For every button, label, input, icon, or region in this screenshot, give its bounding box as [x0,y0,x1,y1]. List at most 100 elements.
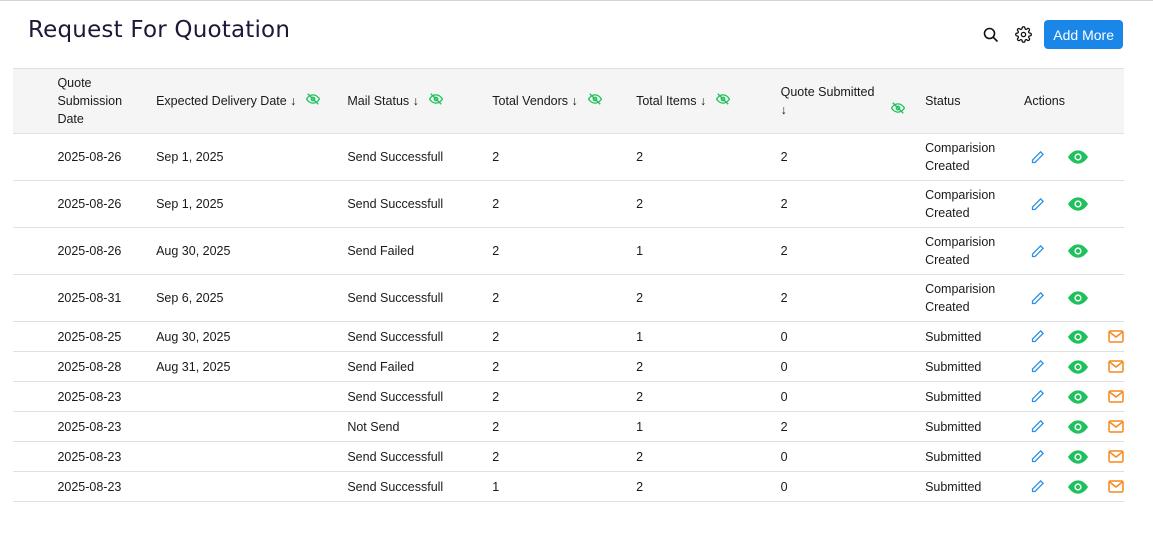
hide-column-icon[interactable] [716,92,731,110]
cell-delivery: Sep 1, 2025 [156,133,348,181]
cell-actions [1024,471,1124,502]
hide-column-icon[interactable] [890,101,905,119]
hide-column-icon[interactable] [306,92,321,110]
cell-mail: Send Successfull [347,321,493,352]
cell-quotes: 2 [780,180,926,228]
cell-vendors: 2 [492,227,637,275]
cell-quotes: 0 [780,381,926,412]
cell-vendors: 2 [492,381,637,412]
mail-icon[interactable] [1108,390,1124,403]
cell-quotes: 2 [780,411,926,442]
mail-icon[interactable] [1108,360,1124,373]
column-header-label: Total Vendors ↓ [492,93,578,108]
cell-mail: Send Successfull [347,441,493,472]
rfq-table: Quote Submission Date Expected Delivery D… [13,68,1124,502]
cell-actions [1024,381,1124,412]
cell-items: 2 [636,133,781,181]
edit-icon[interactable] [1030,150,1045,165]
cell-delivery: Sep 6, 2025 [156,274,348,322]
cell-status: Submitted [925,411,1024,442]
cell-date: 2025-08-26 [57,227,157,275]
cell-actions [1024,321,1124,352]
edit-icon[interactable] [1030,197,1045,212]
column-header-label: Total Items ↓ [636,93,707,108]
view-icon[interactable] [1068,150,1088,164]
column-header[interactable]: Status [925,68,1024,134]
cell-vendors: 2 [492,321,637,352]
hide-column-icon[interactable] [587,92,602,110]
view-icon[interactable] [1068,244,1088,258]
mail-icon[interactable] [1108,450,1124,463]
cell-quotes: 0 [780,351,926,382]
view-icon[interactable] [1068,419,1088,434]
cell-actions [1024,351,1124,382]
cell-delivery: Aug 31, 2025 [156,351,348,382]
column-header[interactable]: Quote Submitted ↓ [780,68,926,134]
cell-delivery [156,471,348,502]
view-icon[interactable] [1068,449,1088,464]
table-row: 2025-08-23 Send Successfull 1 2 0 Submitted [13,471,1124,502]
cell-actions [1024,133,1124,181]
cell-date: 2025-08-31 [57,274,157,322]
cell-vendors: 1 [492,471,637,502]
column-header[interactable]: Expected Delivery Date ↓ [156,68,348,134]
edit-icon[interactable] [1030,291,1045,306]
cell-items: 2 [636,471,781,502]
mail-icon[interactable] [1108,420,1124,433]
mail-icon[interactable] [1108,330,1124,343]
cell-actions [1024,227,1124,275]
cell-items: 2 [636,274,781,322]
edit-icon[interactable] [1030,389,1045,404]
cell-vendors: 2 [492,133,637,181]
search-icon[interactable] [980,24,1002,46]
cell-items: 2 [636,381,781,412]
gear-icon[interactable] [1012,24,1034,46]
cell-vendors: 2 [492,351,637,382]
hide-column-icon[interactable] [428,92,444,110]
edit-icon[interactable] [1030,359,1045,374]
column-header[interactable]: Actions [1024,68,1124,134]
view-icon[interactable] [1068,479,1088,494]
cell-quotes: 0 [780,471,926,502]
cell-date: 2025-08-25 [57,321,157,352]
view-icon[interactable] [1068,291,1088,305]
column-header[interactable]: Total Items ↓ [636,68,781,134]
edit-icon[interactable] [1030,329,1045,344]
cell-delivery: Sep 1, 2025 [156,180,348,228]
cell-mail: Send Successfull [347,133,493,181]
cell-vendors: 2 [492,441,637,472]
view-icon[interactable] [1068,359,1088,374]
column-header[interactable]: Quote Submission Date [57,68,157,134]
cell-status: Comparision Created [925,274,1024,322]
cell-delivery [156,381,348,412]
cell-date: 2025-08-26 [57,180,157,228]
view-icon[interactable] [1068,389,1088,404]
cell-date: 2025-08-28 [57,351,157,382]
cell-date: 2025-08-26 [57,133,157,181]
cell-mail: Send Failed [347,351,493,382]
cell-date: 2025-08-23 [57,411,157,442]
edit-icon[interactable] [1030,244,1045,259]
column-header[interactable]: Mail Status ↓ [347,68,493,134]
cell-quotes: 2 [780,227,926,275]
cell-items: 1 [636,411,781,442]
mail-icon[interactable] [1108,480,1124,493]
view-icon[interactable] [1068,329,1088,344]
edit-icon[interactable] [1030,419,1045,434]
edit-icon[interactable] [1030,479,1045,494]
cell-items: 2 [636,441,781,472]
cell-status: Submitted [925,441,1024,472]
cell-status: Comparision Created [925,180,1024,228]
cell-delivery [156,411,348,442]
table-row: 2025-08-23 Not Send 2 1 2 Submitted [13,411,1124,442]
cell-items: 1 [636,321,781,352]
view-icon[interactable] [1068,197,1088,211]
table-row: 2025-08-26 Sep 1, 2025 Send Successfull 2 2 2… [13,180,1124,228]
cell-items: 2 [636,180,781,228]
cell-delivery [156,441,348,472]
cell-actions [1024,411,1124,442]
cell-actions [1024,274,1124,322]
column-header[interactable]: Total Vendors ↓ [492,68,637,134]
edit-icon[interactable] [1030,449,1045,464]
add-more-button[interactable]: Add More [1044,20,1123,49]
